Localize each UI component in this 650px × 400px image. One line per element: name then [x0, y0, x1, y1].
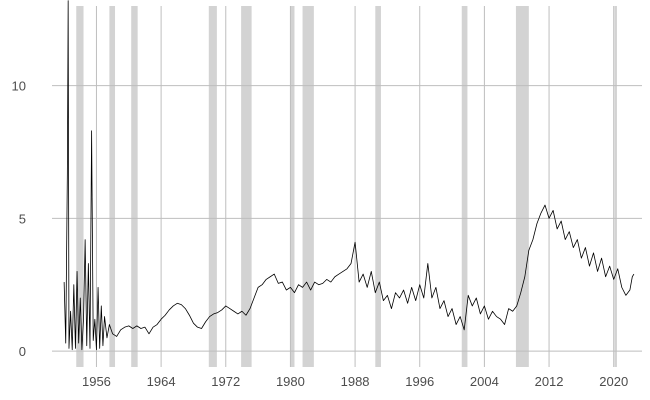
recession-band — [208, 6, 217, 367]
y-tick-label: 5 — [19, 211, 26, 226]
recession-band — [375, 6, 381, 367]
x-tick-label: 1996 — [405, 374, 434, 389]
series-line — [63, 0, 635, 351]
y-tick-label: 0 — [19, 344, 26, 359]
x-axis-tick-labels: 1956 1964 1972 1980 1988 1996 2004 2012 2020 — [82, 374, 628, 389]
gridlines — [52, 6, 642, 367]
x-tick-label: 1964 — [147, 374, 176, 389]
recession-band — [241, 6, 252, 367]
x-tick-label: 1980 — [276, 374, 305, 389]
recession-band — [290, 6, 295, 367]
x-tick-label: 1956 — [82, 374, 111, 389]
y-axis-tick-labels: 0 5 10 — [12, 79, 26, 359]
recession-band — [76, 6, 84, 367]
x-tick-label: 2020 — [599, 374, 628, 389]
x-tick-label: 1988 — [341, 374, 370, 389]
recession-band — [131, 6, 138, 367]
series-line-group — [63, 0, 635, 351]
recession-band — [302, 6, 314, 367]
recession-band — [461, 6, 468, 367]
recession-shading — [76, 6, 617, 367]
y-tick-label: 10 — [12, 79, 26, 94]
x-tick-label: 1972 — [211, 374, 240, 389]
recession-band — [515, 6, 529, 367]
x-tick-label: 2012 — [535, 374, 564, 389]
recession-band — [109, 6, 116, 367]
recession-band — [614, 6, 617, 367]
x-tick-label: 2004 — [470, 374, 499, 389]
